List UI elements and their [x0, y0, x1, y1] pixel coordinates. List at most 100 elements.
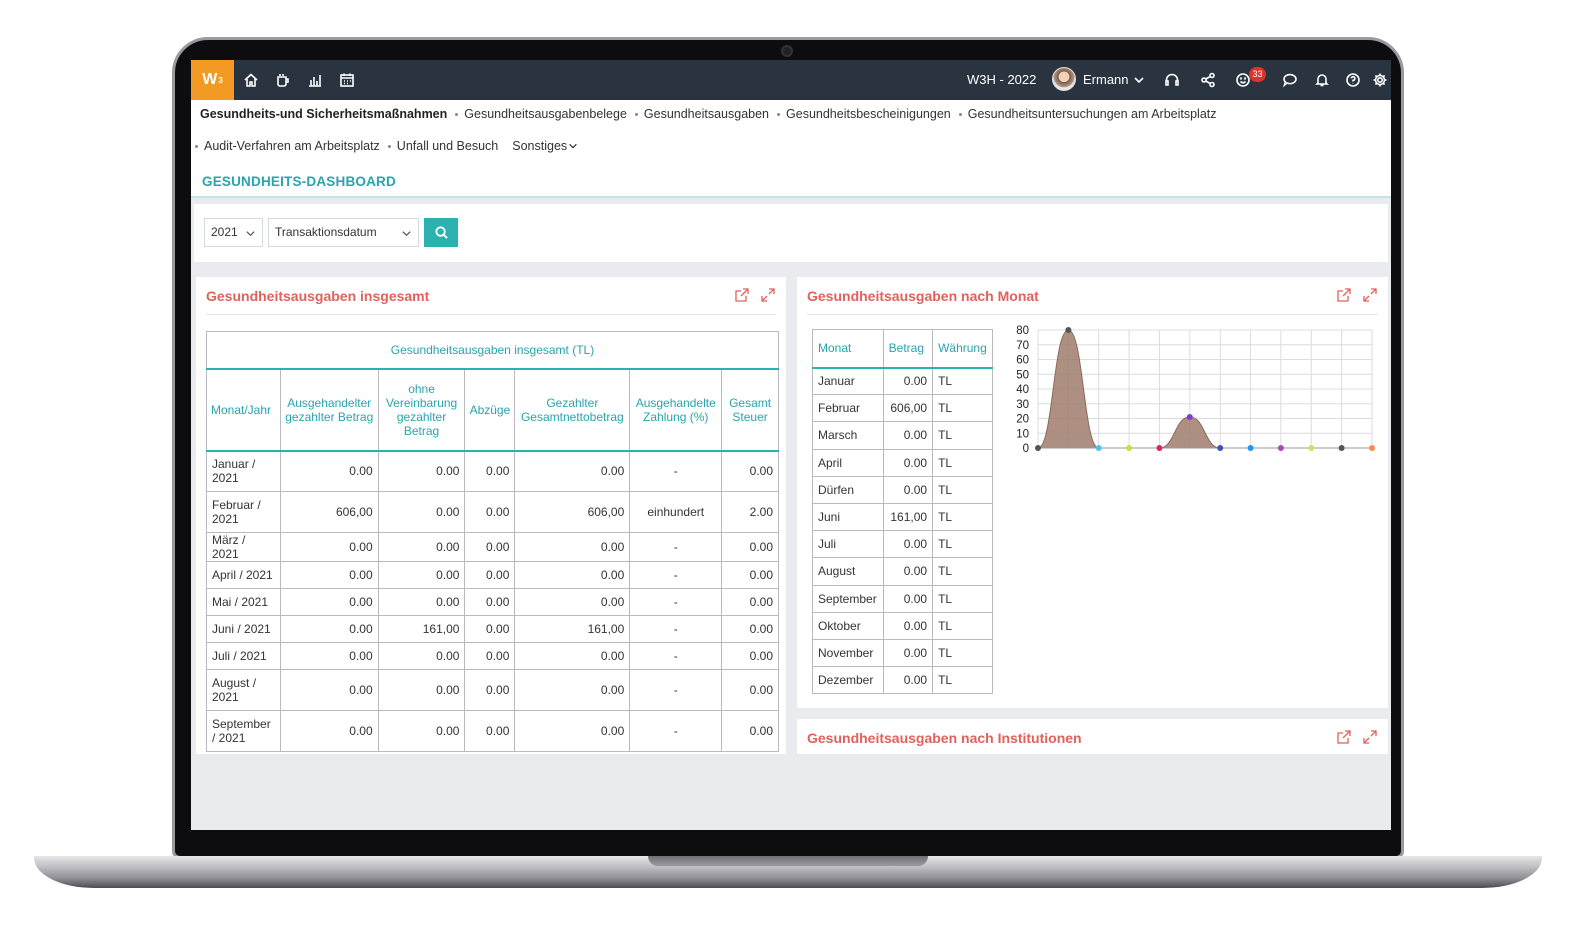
expand-icon[interactable] [1362, 287, 1378, 303]
y-tick-label: 70 [1016, 340, 1029, 352]
export-icon[interactable] [734, 287, 750, 303]
bullet [958, 112, 962, 116]
y-tick-label: 30 [1016, 399, 1029, 411]
panel-total-expenses: Gesundheitsausgaben insgesamt Gesundheit… [196, 277, 786, 830]
chat-icon[interactable] [1280, 70, 1300, 90]
gear-icon[interactable] [1370, 70, 1390, 90]
notification-badge: 33 [1249, 67, 1266, 82]
company-selector[interactable]: W3H - 2022 [967, 72, 1037, 87]
table-cell: 0.00 [377, 491, 466, 533]
nav-label: Gesundheitsbescheinigungen [786, 107, 951, 121]
bullet [195, 144, 198, 148]
table-cell: 0.00 [279, 561, 379, 589]
table-cell: November [812, 638, 884, 668]
table-cell: 0.00 [464, 532, 516, 562]
table-cell: 0.00 [377, 450, 466, 492]
smiley-icon[interactable] [1233, 70, 1253, 90]
headset-icon[interactable] [1162, 70, 1182, 90]
expand-icon[interactable] [1362, 729, 1378, 745]
user-menu[interactable]: Ermann [1083, 72, 1129, 87]
table-row: April / 2021 0.00 0.00 0.00 0.00-0.00 [206, 561, 779, 589]
y-tick-label: 10 [1016, 428, 1029, 440]
bar-chart-icon[interactable] [305, 70, 325, 90]
table-cell: 0.00 [514, 669, 631, 711]
year-value: 2021 [211, 225, 238, 239]
export-icon[interactable] [1336, 287, 1352, 303]
nav-item-accident-visit[interactable]: Unfall und Besuch [387, 139, 499, 153]
help-icon[interactable] [1343, 70, 1363, 90]
panel-title: Gesundheitsausgaben nach Institutionen [807, 730, 1082, 746]
nav-row-1: Gesundheits-und Sicherheitsmaßnahmen Ges… [200, 105, 1225, 123]
data-point [1095, 445, 1102, 451]
panel-title: Gesundheitsausgaben nach Monat [807, 288, 1039, 304]
panel-expenses-by-month: Gesundheitsausgaben nach Monat Monat Betr… [797, 277, 1388, 708]
expand-icon[interactable] [760, 287, 776, 303]
table-cell: TL [932, 448, 993, 477]
chevron-down-icon[interactable] [1133, 74, 1145, 86]
table-cell: TL [932, 584, 993, 613]
table-cell: Januar / 2021 [206, 450, 281, 492]
data-point [1156, 445, 1163, 451]
table-cell: 0.00 [721, 561, 779, 589]
table-cell: 0.00 [279, 450, 379, 492]
nav-item-audit[interactable]: Audit-Verfahren am Arbeitsplatz [195, 139, 380, 153]
chevron-down-icon [402, 231, 411, 237]
divider [206, 314, 776, 315]
search-icon [434, 226, 448, 239]
table-row: August / 2021 0.00 0.00 0.00 0.00-0.00 [206, 669, 779, 711]
table-row: Januar / 2021 0.00 0.00 0.00 0.00-0.00 [206, 450, 779, 492]
search-button[interactable] [424, 218, 458, 247]
table-cell: 0.00 [464, 615, 516, 643]
table-row: Juli / 2021 0.00 0.00 0.00 0.00-0.00 [206, 642, 779, 670]
share-icon[interactable] [1198, 70, 1218, 90]
module-nav: Gesundheits-und Sicherheitsmaßnahmen Ges… [191, 100, 1391, 164]
table-cell: - [629, 450, 723, 492]
table-cell: August [812, 557, 884, 586]
table-cell: Juli / 2021 [206, 642, 281, 670]
avatar[interactable] [1052, 67, 1076, 91]
camera-icon [781, 45, 793, 57]
panel-actions [1336, 729, 1378, 745]
calendar-icon[interactable] [337, 70, 357, 90]
data-point [1035, 445, 1041, 451]
export-icon[interactable] [1336, 729, 1352, 745]
panel-actions [734, 287, 776, 303]
table-cell: 0.00 [464, 669, 516, 711]
nav-label: Gesundheits-und Sicherheitsmaßnahmen [200, 107, 448, 121]
data-point [1217, 445, 1224, 451]
table-cell: 0.00 [464, 588, 516, 616]
table-cell: 0.00 [464, 561, 516, 589]
table-cell: Dürfen [812, 475, 884, 504]
nav-item-expense-receipts[interactable]: Gesundheitsausgabenbelege [455, 107, 627, 121]
bell-icon[interactable] [1312, 70, 1332, 90]
date-type-select[interactable]: Transaktionsdatum [268, 218, 419, 247]
table-cell: 0.00 [721, 642, 779, 670]
table-cell: Dezember [812, 666, 884, 695]
table-cell: - [629, 642, 723, 670]
table-cell: 606,00 [514, 491, 631, 533]
table-cell: Marsch [812, 421, 884, 450]
table-row: Juli 0.00 TL [812, 530, 993, 559]
bullet [455, 112, 459, 116]
nav-item-more[interactable]: Sonstiges [512, 139, 578, 153]
nav-item-health-safety[interactable]: Gesundheits-und Sicherheitsmaßnahmen [200, 107, 447, 121]
nav-item-expenses[interactable]: Gesundheitsausgaben [634, 107, 769, 121]
nav-item-certificates[interactable]: Gesundheitsbescheinigungen [777, 107, 951, 121]
y-tick-label: 50 [1016, 369, 1029, 381]
table-cell: - [629, 669, 723, 711]
page-header: GESUNDHEITS-DASHBOARD [191, 164, 1391, 198]
data-point [1277, 445, 1284, 451]
nav-item-workplace-exams[interactable]: Gesundheitsuntersuchungen am Arbeitsplat… [958, 107, 1217, 121]
cup-icon[interactable] [273, 70, 293, 90]
home-icon[interactable] [241, 70, 261, 90]
year-select[interactable]: 2021 [204, 218, 263, 247]
table-cell: 0.00 [882, 611, 934, 640]
table-cell: 0.00 [279, 615, 379, 643]
column-header: Monat [812, 329, 884, 369]
table-cell: 0.00 [721, 532, 779, 562]
table-caption: Gesundheitsausgaben insgesamt (TL) [206, 331, 779, 369]
table-cell: 0.00 [377, 710, 466, 752]
table-cell: TL [932, 557, 993, 586]
nav-label: Unfall und Besuch [396, 139, 499, 153]
